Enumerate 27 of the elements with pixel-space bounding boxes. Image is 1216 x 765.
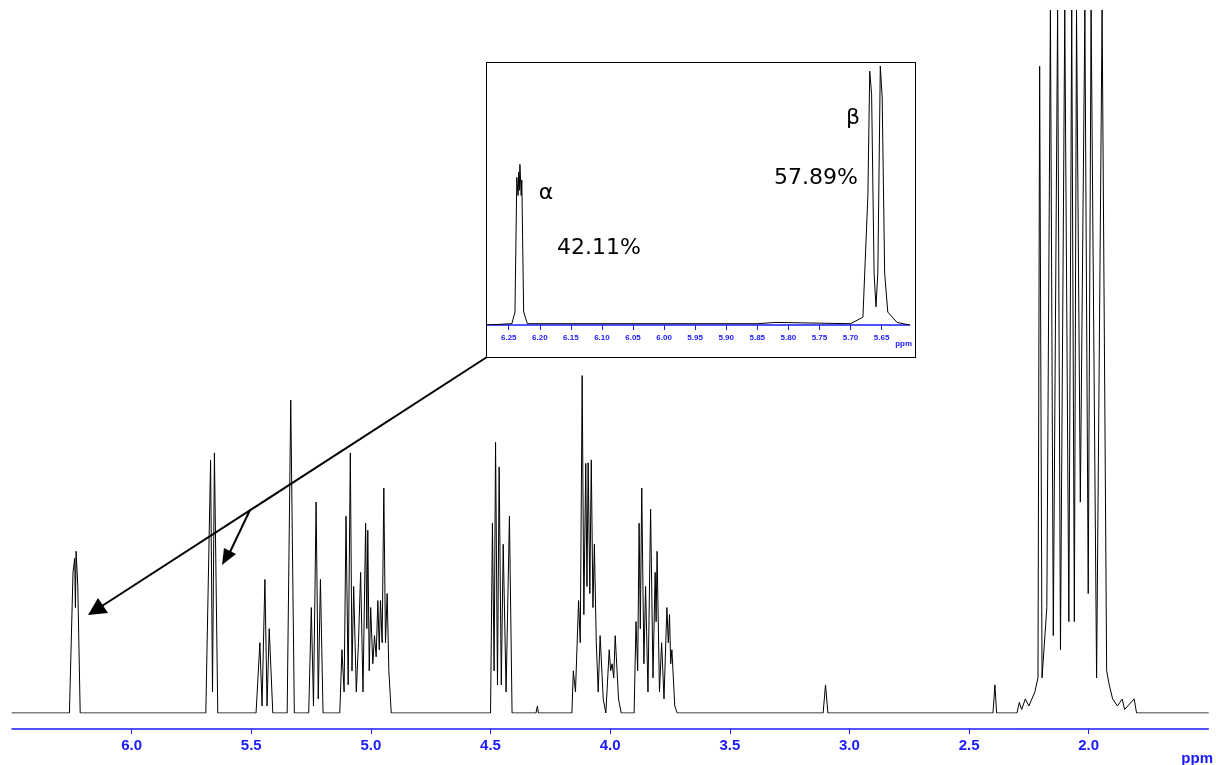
x-tick-label: 5.90: [718, 332, 735, 342]
x-tick-label: 6.05: [625, 332, 642, 342]
annotation: β: [845, 103, 861, 129]
x-tick-label: 5.5: [240, 736, 262, 753]
x-tick-label: 5.75: [811, 332, 828, 342]
x-tick-label: 4.0: [599, 736, 621, 753]
x-tick-label: 5.95: [687, 332, 704, 342]
x-tick-label: 6.00: [656, 332, 673, 342]
x-tick-label: 4.5: [480, 736, 501, 753]
x-tick-label: 2.0: [1078, 736, 1100, 753]
x-tick-label: 3.5: [719, 736, 741, 753]
x-tick-label: 5.0: [360, 736, 382, 753]
x-tick-label: 6.0: [121, 736, 143, 753]
x-tick-label: 5.80: [780, 332, 797, 342]
x-tick-label: 6.10: [594, 332, 611, 342]
x-tick-label: 6.15: [563, 332, 580, 342]
annotation: α: [538, 178, 554, 204]
x-axis-title: ppm: [895, 338, 913, 348]
x-tick-label: 2.5: [958, 736, 980, 753]
annotation: 57.89%: [774, 163, 858, 189]
annotation: 42.11%: [557, 233, 641, 259]
x-tick-label: 5.70: [842, 332, 859, 342]
x-tick-label: 5.65: [873, 332, 890, 342]
x-tick-label: 5.85: [749, 332, 766, 342]
x-tick-label: 6.25: [500, 332, 518, 342]
x-tick-label: 3.0: [839, 736, 860, 753]
x-tick-label: 6.20: [532, 332, 549, 342]
